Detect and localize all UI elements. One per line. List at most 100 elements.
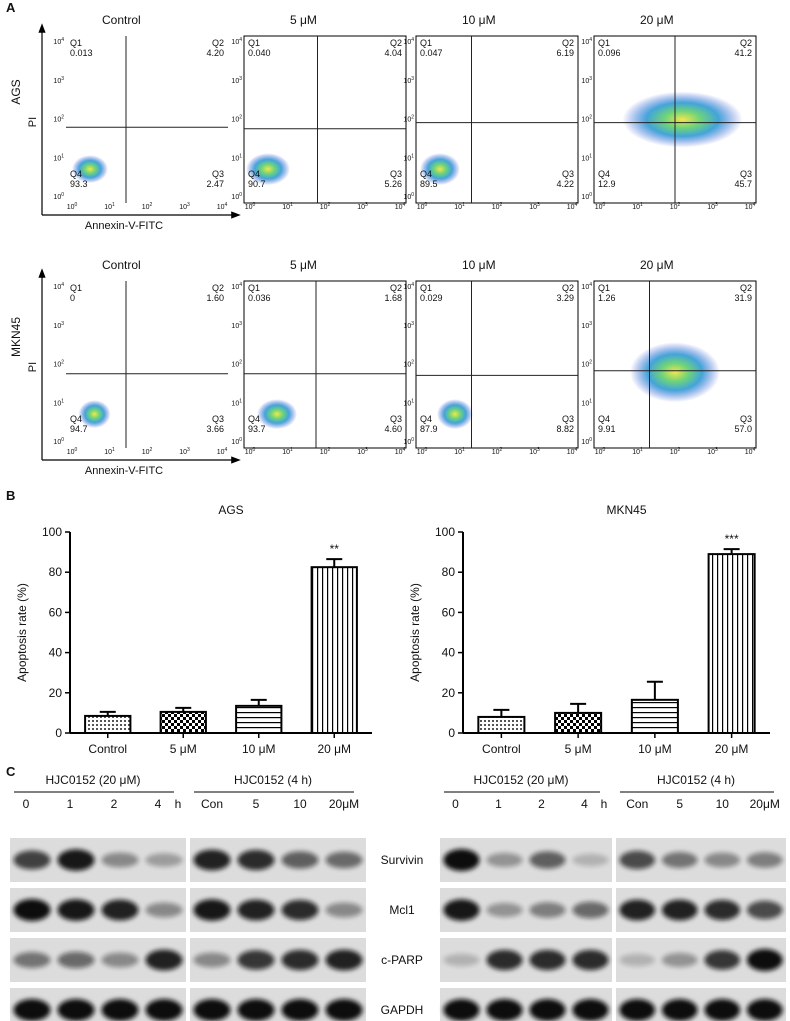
tick-base: 10: [231, 439, 239, 446]
quadrant-value: 1.60: [206, 293, 224, 303]
tick-exponent: 3: [537, 447, 540, 453]
quadrant-value: 4.20: [206, 48, 224, 58]
blot-band: [619, 999, 656, 1021]
tick-base: 10: [403, 78, 411, 85]
y-tick-label: 100: [581, 192, 592, 201]
tick-exponent: 2: [61, 360, 64, 366]
x-tick-label: 20 μM: [317, 742, 351, 756]
blot-band: [619, 953, 656, 967]
tick-base: 10: [454, 204, 462, 211]
bar: [159, 710, 207, 735]
x-tick-label: 104: [395, 202, 406, 211]
tick-exponent: 0: [239, 192, 242, 198]
group-title: HJC0152 (4 h): [234, 773, 312, 787]
tick-base: 10: [231, 323, 239, 330]
blot-band: [237, 849, 275, 871]
tick-exponent: 2: [411, 115, 414, 121]
tick-base: 10: [403, 400, 411, 407]
error-bar: [326, 558, 343, 568]
bar: [84, 714, 132, 734]
protein-label: Survivin: [381, 853, 424, 867]
blot-band: [661, 952, 698, 968]
tick-exponent: 2: [678, 202, 681, 208]
tick-exponent: 3: [589, 321, 592, 327]
y-tick-label: 100: [403, 192, 414, 201]
plot-frame: [243, 280, 407, 449]
blot-band: [281, 851, 319, 869]
lane-label: 4: [155, 797, 162, 811]
blot-band: [193, 999, 231, 1021]
quadrant-name: Q3: [390, 169, 402, 179]
error-bar: [493, 708, 510, 717]
bar: [630, 698, 679, 735]
tick-base: 10: [670, 204, 678, 211]
quadrant-name: Q4: [420, 414, 432, 424]
tick-base: 10: [53, 39, 61, 46]
tick-exponent: 1: [239, 153, 242, 159]
y-tick-label: 104: [581, 282, 592, 291]
blot-band: [486, 999, 523, 1021]
y-tick-label: 104: [53, 37, 64, 46]
tick-base: 10: [632, 204, 640, 211]
y-axis-label: PI: [27, 117, 39, 127]
tick-exponent: 1: [112, 202, 115, 208]
tick-exponent: 4: [411, 282, 414, 288]
y-tick-label: 40: [49, 646, 63, 660]
y-tick-label: 101: [53, 398, 64, 407]
y-tick-label: 60: [442, 605, 456, 619]
y-axis-label: Apoptosis rate (%): [15, 583, 29, 682]
tick-exponent: 0: [75, 202, 78, 208]
lane-label: Con: [626, 797, 648, 811]
x-tick-label: 102: [492, 202, 503, 211]
blot-band: [619, 850, 656, 870]
error-bar: [99, 710, 116, 716]
x-tick-label: 102: [670, 447, 681, 456]
quadrant-value: 0.036: [248, 293, 271, 303]
tick-exponent: 4: [753, 202, 756, 208]
tick-base: 10: [529, 204, 537, 211]
quadrant-name: Q1: [248, 283, 260, 293]
x-tick-label: 103: [707, 202, 718, 211]
blot-band: [145, 949, 183, 971]
tick-base: 10: [403, 323, 411, 330]
blot-band: [193, 849, 231, 871]
blot-band: [101, 952, 139, 968]
quadrant-value: 90.7: [248, 179, 266, 189]
tick-base: 10: [231, 284, 239, 291]
quadrant-value: 0.040: [248, 48, 271, 58]
quadrant-value: 9.91: [598, 424, 616, 434]
tick-exponent: 0: [61, 437, 64, 443]
panel-label: B: [6, 488, 15, 503]
x-tick-label: 100: [245, 202, 256, 211]
y-tick-label: 0: [448, 726, 455, 740]
y-tick-label: 103: [231, 321, 242, 330]
x-tick-label: 101: [282, 202, 293, 211]
tick-base: 10: [53, 439, 61, 446]
tick-exponent: 1: [290, 447, 293, 453]
y-tick-label: 104: [231, 282, 242, 291]
tick-exponent: 1: [462, 447, 465, 453]
tick-base: 10: [529, 449, 537, 456]
quadrant-name: Q1: [70, 38, 82, 48]
quadrant-name: Q4: [420, 169, 432, 179]
blot-band: [145, 853, 183, 867]
tick-base: 10: [670, 449, 678, 456]
quadrant-value: 0.047: [420, 48, 443, 58]
lane-unit: h: [175, 797, 182, 811]
plot-title: 5 μM: [290, 258, 317, 272]
bar: [477, 715, 526, 734]
blot-band: [193, 899, 231, 921]
tick-base: 10: [53, 78, 61, 85]
significance: **: [330, 542, 340, 556]
x-tick-label: 102: [142, 202, 153, 211]
tick-exponent: 3: [365, 202, 368, 208]
x-tick-label: 102: [670, 202, 681, 211]
error-bar: [646, 680, 663, 700]
tick-base: 10: [581, 155, 589, 162]
quadrant-name: Q1: [598, 38, 610, 48]
tick-base: 10: [403, 117, 411, 124]
quadrant-name: Q3: [740, 414, 752, 424]
protein-label: Mcl1: [389, 903, 415, 917]
plot-frame: [243, 35, 407, 204]
y-axis-label: Apoptosis rate (%): [408, 583, 422, 682]
